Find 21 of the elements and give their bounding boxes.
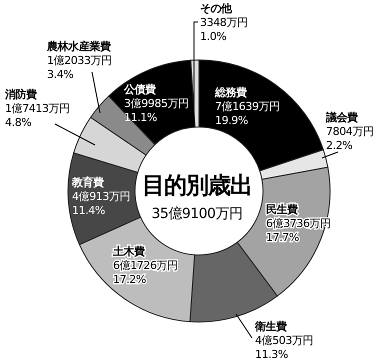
text: 35億9100万円 — [152, 206, 242, 222]
data-label: 4億503万円 11.3% — [255, 334, 314, 361]
slice-label: 公債費 — [123, 83, 156, 96]
slice-label: 議会費 — [325, 111, 358, 124]
data-label: 7804万円 2.2% — [326, 125, 374, 152]
slice-label: 農林水産業費 — [46, 40, 111, 53]
slice-label: 民生費 — [266, 203, 298, 216]
data-label: 7億1639万円 19.9% — [215, 100, 280, 127]
slice-label: 総務費 — [214, 86, 248, 99]
slice-label: 土木費 — [112, 245, 146, 258]
data-label: 3億9985万円 11.1% — [124, 97, 189, 124]
slice-label: 教育費 — [71, 176, 104, 189]
data-label: 1億2033万円 3.4% — [47, 54, 112, 81]
data-label: 1億7413万円 4.8% — [5, 102, 70, 129]
data-label: 4億913万円 11.4% — [72, 190, 130, 217]
text: 目的別歳出 — [142, 173, 252, 199]
data-label: 3348万円 1.0% — [200, 16, 248, 43]
data-label: 6億1726万円 17.2% — [113, 259, 178, 286]
slice-label: 衛生費 — [254, 320, 288, 333]
slice-label: 消防費 — [4, 88, 38, 101]
slice-label: その他 — [200, 2, 234, 15]
